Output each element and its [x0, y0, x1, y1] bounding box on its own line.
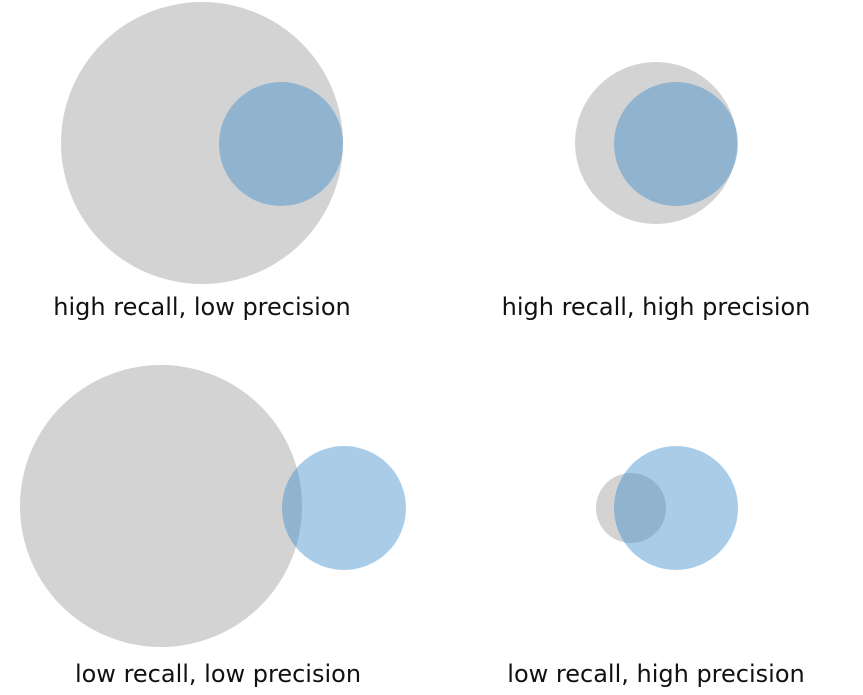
- actual-set: [20, 365, 302, 647]
- panel: low recall, low precision: [20, 365, 406, 688]
- actual-set: [61, 2, 343, 284]
- panel-label: low recall, high precision: [507, 660, 804, 688]
- panel: low recall, high precision: [507, 446, 805, 688]
- actual-set: [596, 473, 666, 543]
- panel: high recall, low precision: [53, 2, 351, 321]
- actual-set: [575, 62, 737, 224]
- predicted-set: [614, 82, 738, 206]
- predicted-set: [219, 82, 343, 206]
- predicted-set: [282, 446, 406, 570]
- panel: high recall, high precision: [502, 62, 811, 321]
- predicted-set: [614, 446, 738, 570]
- panel-label: high recall, low precision: [53, 293, 350, 321]
- panel-label: low recall, low precision: [75, 660, 361, 688]
- panel-label: high recall, high precision: [502, 293, 811, 321]
